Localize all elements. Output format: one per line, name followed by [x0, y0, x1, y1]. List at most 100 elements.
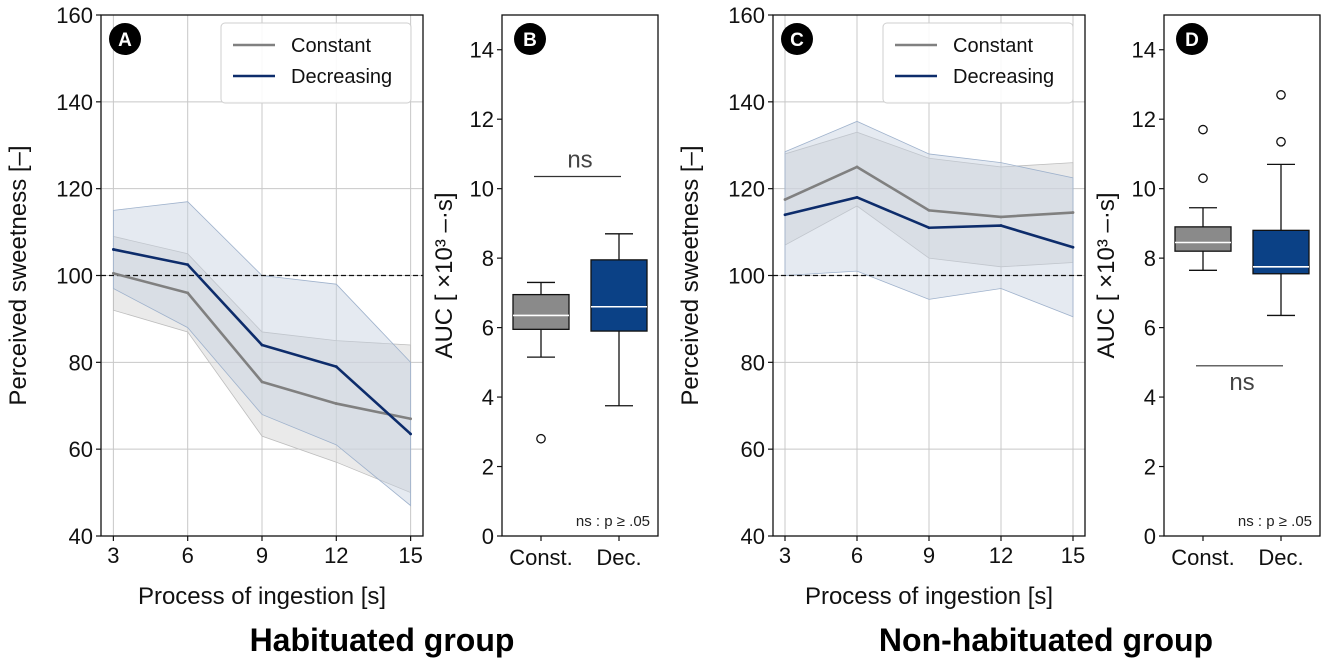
y-tick-label: 80 — [741, 350, 765, 375]
panel-badge — [781, 23, 813, 55]
box-panel-b: ns 0 2 4 6 8 10 12 14 Const. Dec. AUC [ ×10³ –·s] ns… — [431, 14, 659, 570]
box-outlier — [1276, 90, 1286, 100]
box-const — [1174, 226, 1232, 252]
panel-badge — [514, 23, 546, 55]
x-tick-label: Const. — [509, 545, 573, 570]
legend-box — [882, 22, 1074, 104]
axes-frame — [501, 14, 659, 537]
data-point-decreasing — [409, 432, 413, 436]
y-tick-label: 14 — [470, 38, 494, 63]
box-outlier — [1276, 136, 1286, 147]
y-tick-label: 100 — [56, 264, 93, 289]
x-axis-label: Process of ingestion [s] — [805, 583, 1053, 610]
y-tick-label: 0 — [1144, 524, 1156, 549]
x-axis-label: Process of ingestion [s] — [138, 583, 386, 610]
legend-label-constant: Constant — [953, 35, 1033, 57]
significance-note: ns : p ≥ .05 — [576, 513, 650, 530]
legend-label-constant: Constant — [291, 35, 371, 57]
data-point-decreasing — [783, 213, 787, 217]
data-point-constant — [927, 208, 931, 212]
legend-label-decreasing: Decreasing — [291, 66, 392, 88]
x-tick-label: Const. — [1171, 545, 1235, 570]
y-tick-label: 4 — [482, 385, 494, 410]
y-tick-label: 80 — [69, 350, 93, 375]
significance-note: ns : p ≥ .05 — [1238, 513, 1312, 530]
panel-badge — [1176, 23, 1208, 55]
box-outlier — [1198, 124, 1208, 135]
y-tick-label: 40 — [69, 524, 93, 549]
y-tick-label: 8 — [1144, 246, 1156, 271]
y-tick-label: 120 — [56, 177, 93, 202]
ci-band-decreasing — [784, 120, 1074, 318]
data-point-decreasing — [186, 263, 190, 267]
x-tick-label: Dec. — [1258, 545, 1303, 570]
x-tick-label: 15 — [398, 543, 422, 568]
data-point-decreasing — [111, 248, 115, 251]
y-tick-label: 10 — [1132, 177, 1156, 202]
data-point-constant — [260, 380, 264, 384]
y-tick-label: 6 — [482, 316, 494, 341]
y-tick-label: 12 — [1132, 107, 1156, 132]
x-tick-label: 3 — [107, 543, 119, 568]
data-point-decreasing — [260, 343, 264, 347]
data-point-decreasing — [855, 195, 859, 199]
data-point-decreasing — [334, 365, 338, 369]
y-axis-label: AUC [ ×10³ –·s] — [431, 192, 458, 358]
data-point-decreasing — [927, 226, 931, 230]
data-point-constant — [334, 402, 338, 405]
data-point-constant — [186, 291, 190, 295]
x-tick-label: Dec. — [596, 545, 641, 570]
box-dec — [590, 259, 648, 332]
panel-label: C — [790, 30, 804, 51]
x-tick-label: 6 — [182, 543, 194, 568]
y-tick-label: 60 — [741, 437, 765, 462]
x-tick-label: 12 — [989, 543, 1013, 568]
x-tick-label: 15 — [1061, 543, 1085, 568]
ci-band-decreasing — [112, 201, 412, 507]
group-title-non-habituated: Non-habituated group — [878, 622, 1214, 658]
y-tick-label: 100 — [728, 264, 765, 289]
axes-frame — [1163, 14, 1321, 537]
legend-box — [220, 22, 412, 104]
box-const — [512, 293, 570, 330]
data-point-decreasing — [1071, 245, 1075, 249]
y-tick-label: 2 — [482, 455, 494, 480]
y-tick-label: 160 — [56, 3, 93, 28]
y-tick-label: 2 — [1144, 455, 1156, 480]
data-point-constant — [999, 215, 1003, 219]
y-tick-label: 14 — [1132, 38, 1156, 63]
x-tick-label: 3 — [779, 543, 791, 568]
y-axis-label: Perceived sweetness [–] — [677, 145, 704, 405]
y-axis-label: Perceived sweetness [–] — [5, 145, 32, 405]
y-axis-label: AUC [ ×10³ –·s] — [1093, 192, 1120, 358]
y-tick-label: 140 — [56, 90, 93, 115]
significance-label: ns — [567, 147, 592, 174]
significance-label: ns — [1229, 369, 1254, 396]
y-tick-label: 6 — [1144, 316, 1156, 341]
x-tick-label: 12 — [324, 543, 348, 568]
x-tick-label: 6 — [851, 543, 863, 568]
panel-label: D — [1185, 30, 1199, 51]
panel-label: A — [118, 30, 132, 51]
data-point-constant — [409, 417, 413, 421]
box-outlier — [1198, 173, 1208, 184]
y-tick-label: 4 — [1144, 385, 1156, 410]
panel-badge — [109, 23, 141, 55]
legend-label-decreasing: Decreasing — [953, 66, 1054, 88]
y-tick-label: 140 — [728, 90, 765, 115]
data-point-constant — [111, 271, 115, 275]
line-panel-c: 3 6 9 12 15 40 60 80 100 120 140 160 Process of inge… — [677, 3, 1086, 610]
y-tick-label: 160 — [728, 3, 765, 28]
y-tick-label: 40 — [741, 524, 765, 549]
data-point-constant — [1071, 211, 1075, 214]
y-tick-label: 8 — [482, 246, 494, 271]
y-tick-label: 12 — [470, 107, 494, 132]
y-tick-label: 60 — [69, 437, 93, 462]
group-title-habituated: Habituated group — [249, 622, 515, 658]
box-outlier — [536, 433, 546, 444]
box-panel-d: ns 0 2 4 6 8 10 12 14 Const. Dec. AUC [ ×10³ –·s] ns… — [1093, 14, 1321, 570]
y-tick-label: 10 — [470, 177, 494, 202]
panel-label: B — [523, 30, 537, 51]
line-panel-a: 3 6 9 12 15 40 60 80 100 120 140 160 Process of inge… — [5, 3, 424, 610]
